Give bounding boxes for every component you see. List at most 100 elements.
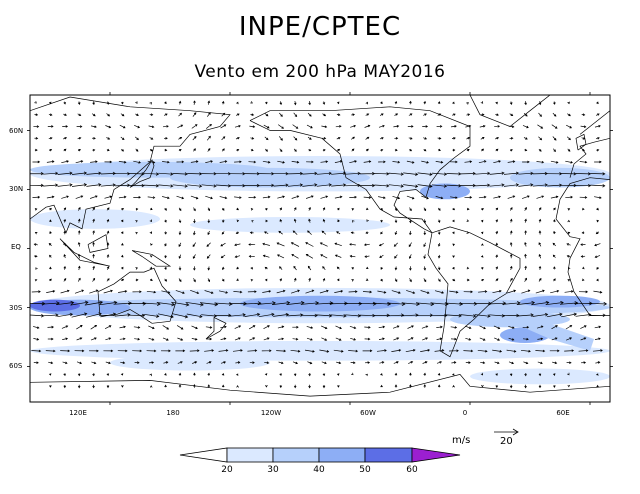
- lat-tick-label: 60S: [9, 362, 23, 370]
- wind-vector: [43, 171, 59, 175]
- wind-vector: [85, 312, 102, 318]
- wind-vector: [49, 149, 53, 152]
- wind-vector: [524, 148, 528, 152]
- wind-vector: [234, 196, 242, 199]
- wind-vector: [466, 219, 470, 223]
- wind-vector: [464, 160, 473, 163]
- wind-vector: [409, 148, 413, 152]
- wind-vector: [214, 302, 233, 306]
- wind-vector: [60, 289, 70, 294]
- wind-vector: [279, 101, 283, 106]
- wind-vector: [89, 195, 98, 199]
- wind-vector: [43, 183, 59, 187]
- wind-vector: [106, 254, 110, 258]
- wind-vector: [448, 349, 459, 353]
- wind-vector: [552, 112, 557, 117]
- lon-tick-label: 0: [463, 409, 467, 417]
- wind-vector: [446, 172, 462, 176]
- wind-vector: [373, 313, 390, 318]
- wind-vector: [234, 337, 241, 341]
- wind-vector: [206, 337, 213, 341]
- wind-vector: [394, 278, 398, 282]
- wind-vector: [31, 349, 42, 353]
- wind-vector: [90, 125, 97, 129]
- wind-vector: [463, 290, 473, 294]
- wind-vector: [492, 289, 502, 294]
- wind-vector: [46, 160, 55, 163]
- wind-vector: [337, 219, 340, 223]
- wind-vector: [423, 278, 427, 283]
- wind-vector: [233, 290, 243, 294]
- wind-vector: [522, 160, 530, 164]
- wind-vector: [278, 361, 284, 365]
- wind-vector: [417, 184, 433, 188]
- wind-vector: [191, 124, 198, 129]
- wind-vector: [204, 290, 214, 294]
- wind-vector: [336, 266, 340, 270]
- wind-vector: [234, 325, 242, 329]
- wind-vector: [305, 254, 314, 259]
- wind-vector: [553, 266, 556, 270]
- wind-vector: [90, 324, 98, 330]
- coastline: [249, 106, 471, 234]
- wind-vector: [278, 230, 283, 235]
- wind-vector: [71, 171, 88, 175]
- wind-vector: [489, 314, 506, 318]
- wind-vector: [475, 183, 491, 187]
- colorbar-segment: [411, 447, 461, 463]
- wind-vector: [193, 207, 196, 212]
- wind-vector: [287, 183, 304, 187]
- wind-vector: [221, 384, 225, 388]
- wind-vector: [596, 148, 600, 152]
- lon-tick-label: 60W: [360, 409, 376, 417]
- wind-vector: [118, 160, 127, 164]
- wind-vector: [164, 278, 168, 282]
- wind-vector: [185, 301, 204, 307]
- wind-vector: [374, 172, 390, 176]
- wind-vector: [190, 195, 199, 200]
- wind-vector: [363, 196, 372, 199]
- wind-vector: [492, 349, 503, 353]
- wind-vector: [135, 219, 138, 223]
- wind-vector: [70, 300, 89, 306]
- wind-vector: [380, 231, 383, 235]
- wind-vector: [581, 113, 586, 117]
- wind-vector: [235, 136, 240, 140]
- wind-vector: [308, 373, 311, 377]
- wind-vectors: [30, 100, 608, 389]
- wind-vector: [207, 266, 211, 271]
- wind-vector: [164, 136, 168, 140]
- wind-vector: [422, 361, 428, 364]
- wind-vector: [590, 184, 606, 188]
- wind-vector: [49, 254, 52, 258]
- wind-vector: [451, 113, 456, 116]
- wind-vector: [308, 148, 312, 152]
- wind-vector: [279, 207, 282, 211]
- wind-vector: [561, 312, 578, 318]
- wind-vector: [261, 349, 272, 353]
- wind-vector: [474, 314, 491, 318]
- wind-vector: [480, 113, 485, 116]
- wind-vector: [119, 124, 126, 129]
- wind-vector: [133, 326, 141, 329]
- wind-vector: [351, 279, 354, 282]
- wind-vector: [322, 266, 326, 271]
- wind-vector: [149, 385, 153, 388]
- wind-vector: [162, 325, 170, 330]
- wind-vector: [90, 337, 97, 341]
- wind-vector: [278, 337, 285, 341]
- wind-vector: [452, 231, 455, 235]
- wind-vector: [521, 289, 531, 294]
- wind-vector: [156, 302, 176, 307]
- wind-vector: [161, 290, 171, 294]
- wind-vector: [478, 290, 488, 293]
- wind-vector: [132, 290, 142, 294]
- wind-vector: [105, 337, 112, 341]
- wind-vector: [531, 300, 550, 306]
- wind-vector: [57, 183, 73, 187]
- wind-vector: [293, 148, 297, 152]
- wind-vector: [451, 361, 457, 364]
- wind-vector: [258, 312, 275, 318]
- wind-vector: [134, 361, 140, 365]
- wind-vector: [538, 373, 542, 377]
